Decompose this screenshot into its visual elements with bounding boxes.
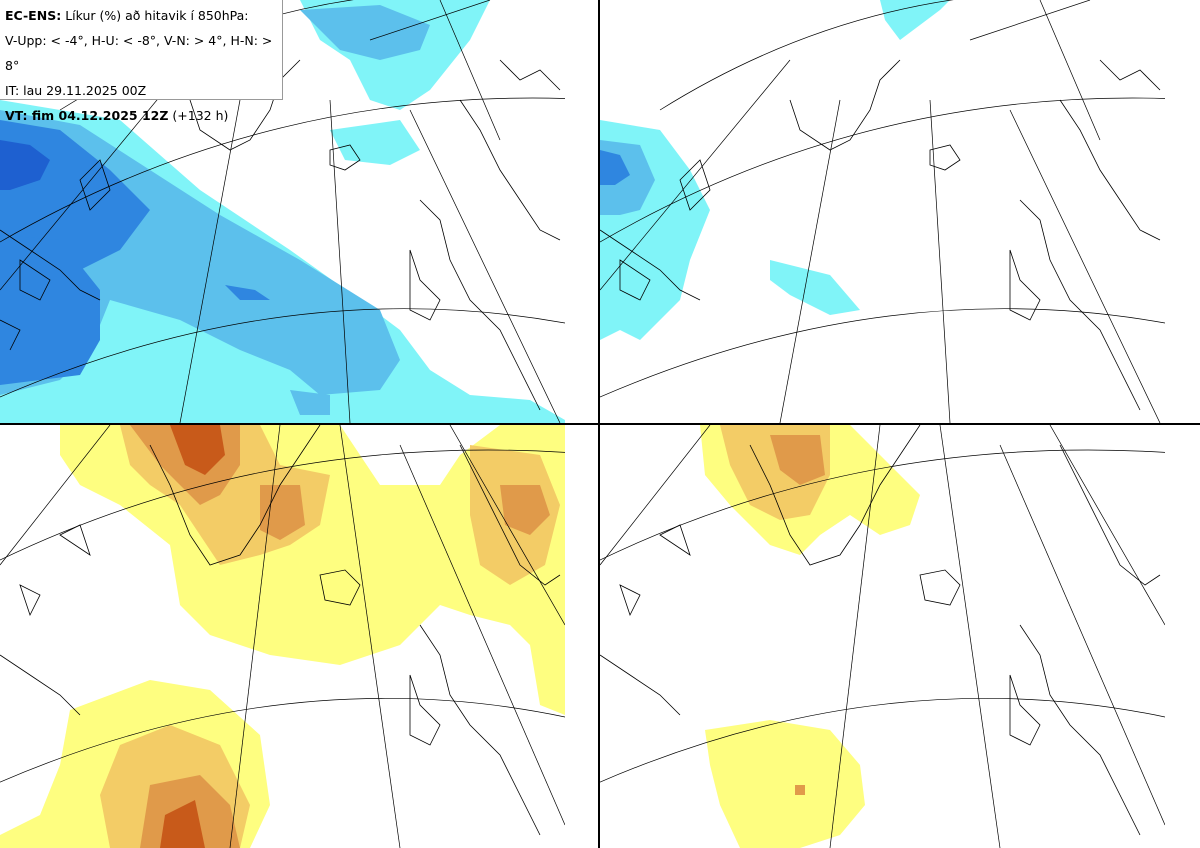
probability-map-warm-4 <box>0 425 565 848</box>
map-panel-lower-left: 1009565355 <box>0 425 565 848</box>
product-title: Líkur (%) að hitavik í 850hPa: <box>65 8 249 23</box>
forecast-info-box: EC-ENS: Líkur (%) að hitavik í 850hPa: V… <box>0 0 283 123</box>
map-panel-upper-right: 1009565355 <box>600 0 1165 423</box>
probability-map-cold-8 <box>600 0 1165 423</box>
thresholds-line: V-Upp: < -4°, H-U: < -8°, V-N: > 4°, H-N… <box>5 33 273 73</box>
probability-map-warm-8 <box>600 425 1165 848</box>
model-name: EC-ENS: <box>5 8 62 23</box>
divider-horizontal <box>0 423 1200 425</box>
valid-time-line: VT: fim 04.12.2025 12Z (+132 h) <box>5 103 277 128</box>
info-title-line: EC-ENS: Líkur (%) að hitavik í 850hPa: <box>5 3 277 28</box>
init-time: IT: lau 29.11.2025 00Z <box>5 83 147 98</box>
map-panel-lower-right: 1009565355 <box>600 425 1165 848</box>
lead-time: (+132 h) <box>172 108 229 123</box>
divider-vertical <box>598 0 600 848</box>
valid-time: VT: fim 04.12.2025 12Z <box>5 108 169 123</box>
